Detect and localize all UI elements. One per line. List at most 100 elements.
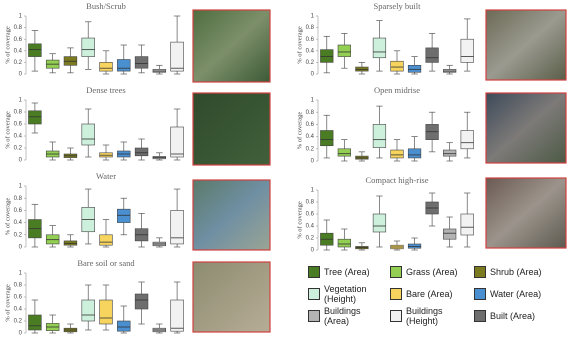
box <box>443 228 457 240</box>
box <box>407 65 422 73</box>
y-tick-label: 0.6 <box>14 295 23 301</box>
y-tick-label: 0.8 <box>14 110 23 116</box>
box-chart: Bare soil or sand % of coverage 0 0.2 0.4 0.6… <box>4 258 184 337</box>
y-tick-label: 0.4 <box>306 224 315 230</box>
y-axis-label: % of coverage <box>4 284 11 322</box>
photo <box>192 261 271 333</box>
legend-label: Grass (Area) <box>406 267 458 277</box>
legend-swatch <box>308 288 320 300</box>
y-tick-label: 0.2 <box>14 232 23 238</box>
box <box>372 213 387 233</box>
y-tick-label: 0.4 <box>14 134 23 140</box>
y-axis-label: % of coverage <box>4 26 11 64</box>
y-tick-label: 0 <box>311 248 315 254</box>
box <box>460 213 474 236</box>
y-tick-label: 0.8 <box>306 25 315 31</box>
legend-label: Tree (Area) <box>324 267 370 277</box>
box <box>117 208 131 223</box>
y-tick-label: 0.6 <box>306 122 315 128</box>
box <box>320 49 334 63</box>
box <box>134 56 149 69</box>
legend-swatch <box>474 266 486 278</box>
y-tick-label: 1 <box>311 188 315 194</box>
box <box>134 293 149 310</box>
y-axis-label: % of coverage <box>296 112 303 150</box>
box <box>117 59 131 72</box>
photos <box>192 9 567 333</box>
legend-swatch <box>308 310 320 322</box>
box <box>337 148 351 157</box>
box <box>99 234 113 246</box>
legend-item: Vegetation (Height) <box>308 284 386 304</box>
y-tick-label: 0.4 <box>14 48 23 54</box>
legend-item: Tree (Area) <box>308 262 386 282</box>
photo <box>192 9 271 83</box>
y-tick-label: 0 <box>19 245 23 251</box>
y-tick-label: 0 <box>19 331 23 337</box>
y-tick-label: 0.6 <box>306 37 315 43</box>
box-chart: Compact high-rise % of coverage 0 0.2 0.4 0.6… <box>296 175 474 254</box>
photo <box>485 9 567 81</box>
photo <box>485 92 567 164</box>
legend-label: Vegetation (Height) <box>324 284 367 304</box>
box <box>460 38 474 63</box>
y-tick-label: 0.2 <box>306 60 315 66</box>
y-tick-label: 0.8 <box>14 283 23 289</box>
box <box>28 314 42 331</box>
y-tick-label: 0.2 <box>306 146 315 152</box>
y-tick-label: 0.4 <box>306 134 315 140</box>
box <box>81 299 95 322</box>
box <box>134 147 149 157</box>
box-chart: Sparsely built % of coverage 0 0.2 0.4 0.6 0.8… <box>296 1 474 78</box>
legend-item: Grass (Area) <box>390 262 468 282</box>
y-tick-label: 1 <box>19 14 23 20</box>
y-axis-label: % of coverage <box>4 111 11 149</box>
y-tick-label: 0.4 <box>14 307 23 313</box>
box <box>390 60 404 72</box>
y-tick-label: 0.6 <box>306 212 315 218</box>
box <box>443 149 457 157</box>
y-tick-label: 0.6 <box>14 37 23 43</box>
y-tick-label: 1 <box>311 14 315 20</box>
y-tick-label: 0.6 <box>14 208 23 214</box>
y-tick-label: 0.8 <box>306 110 315 116</box>
y-axis-label: % of coverage <box>296 201 303 239</box>
box <box>372 124 387 148</box>
legend-label: Bare (Area) <box>406 289 453 299</box>
chart-title: Water <box>96 171 116 181</box>
chart-title: Bush/Scrub <box>86 1 126 11</box>
legend-swatch <box>390 288 402 300</box>
box <box>170 41 184 72</box>
box <box>28 43 42 57</box>
box <box>99 299 113 325</box>
y-tick-label: 0 <box>311 72 315 78</box>
legend-item: Bare (Area) <box>390 284 468 304</box>
legend-swatch <box>390 266 402 278</box>
legend-swatch <box>308 266 320 278</box>
y-tick-label: 0.6 <box>14 122 23 128</box>
y-tick-label: 1 <box>19 271 23 277</box>
y-tick-label: 0.2 <box>306 236 315 242</box>
legend-label: Buildings (Height) <box>406 306 443 326</box>
box <box>337 238 351 248</box>
y-tick-label: 0.8 <box>14 25 23 31</box>
y-tick-label: 0.8 <box>306 200 315 206</box>
box-chart: Dense trees % of coverage 0 0.2 0.4 0.6 0.8 1 <box>4 85 184 164</box>
legend-label: Water (Area) <box>490 289 542 299</box>
y-tick-label: 0.2 <box>14 146 23 152</box>
box <box>99 62 113 72</box>
y-tick-label: 0.8 <box>14 196 23 202</box>
chart-title: Dense trees <box>86 85 125 95</box>
y-axis-label: % of coverage <box>296 26 303 64</box>
box <box>372 37 387 59</box>
chart-title: Sparsely built <box>374 1 422 11</box>
box <box>320 130 334 147</box>
box <box>390 149 404 159</box>
legend-swatch <box>474 288 486 300</box>
box-chart: Bush/Scrub % of coverage 0 0.2 0.4 0.6 0.8 1 <box>4 1 184 78</box>
box <box>117 320 131 332</box>
box-chart: Open midrise % of coverage 0 0.2 0.4 0.6 0.8 1 <box>296 85 474 165</box>
y-tick-label: 0 <box>19 72 23 78</box>
box <box>407 148 422 159</box>
